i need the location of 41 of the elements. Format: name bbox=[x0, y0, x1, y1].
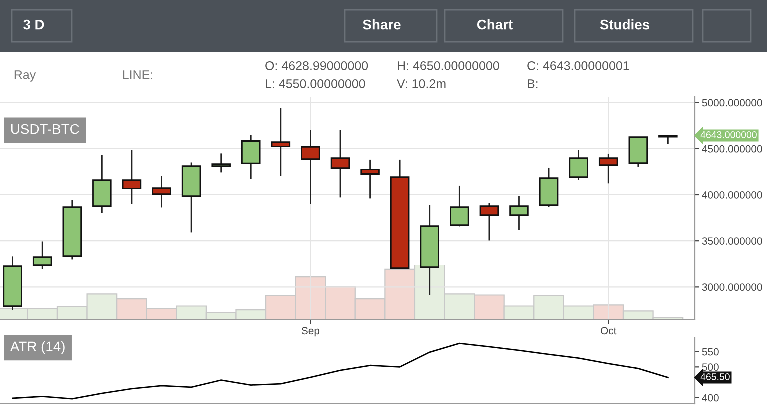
candlestick bbox=[598, 153, 618, 184]
candlestick bbox=[360, 159, 380, 200]
x-tick-label: Sep bbox=[302, 327, 320, 337]
y-tick-label: 4000.000000 bbox=[702, 191, 762, 199]
candlestick bbox=[212, 153, 231, 174]
candlestick bbox=[450, 185, 470, 228]
candlestick bbox=[122, 149, 142, 205]
y-tick-label: 550 bbox=[702, 348, 719, 356]
chart-title: ATR (14) bbox=[10, 341, 65, 354]
text: L: 4550.00000000 bbox=[266, 80, 366, 88]
line-series bbox=[12, 342, 669, 400]
text: 4643.000000 bbox=[700, 131, 757, 138]
y-tick-label: 3000.000000 bbox=[702, 284, 762, 292]
text: C: 4643.00000001 bbox=[528, 62, 630, 70]
text: USDT-BTC bbox=[11, 124, 80, 134]
candlestick bbox=[330, 130, 350, 198]
text: B: bbox=[528, 80, 538, 88]
y-tick-label: 400 bbox=[702, 394, 719, 402]
y-tick-label: 500 bbox=[702, 364, 719, 372]
candlestick bbox=[480, 202, 500, 242]
text: LINE: bbox=[123, 70, 152, 80]
candlestick bbox=[32, 241, 52, 270]
text: Share bbox=[363, 20, 401, 30]
y-tick-label: 4500.000000 bbox=[702, 145, 762, 153]
text: 465.50 bbox=[700, 373, 730, 380]
y-tick-label: 3500.000000 bbox=[702, 238, 762, 245]
candlestick bbox=[658, 134, 678, 145]
text: H: 4650.00000000 bbox=[398, 62, 500, 70]
text: O: 4628.99000000 bbox=[266, 62, 368, 70]
candlestick bbox=[241, 134, 261, 180]
y-tick-label: 5000.000000 bbox=[702, 99, 762, 107]
candlestick bbox=[510, 195, 529, 231]
candlestick bbox=[152, 176, 172, 208]
candlestick bbox=[569, 149, 588, 182]
text: Studies bbox=[600, 20, 650, 30]
text: 3 D bbox=[24, 20, 44, 30]
text: V: 10.2m bbox=[397, 80, 446, 88]
x-tick-label: Oct bbox=[601, 327, 617, 335]
text: Ray bbox=[14, 70, 36, 82]
text: Chart bbox=[477, 20, 513, 30]
candlestick bbox=[271, 108, 291, 177]
